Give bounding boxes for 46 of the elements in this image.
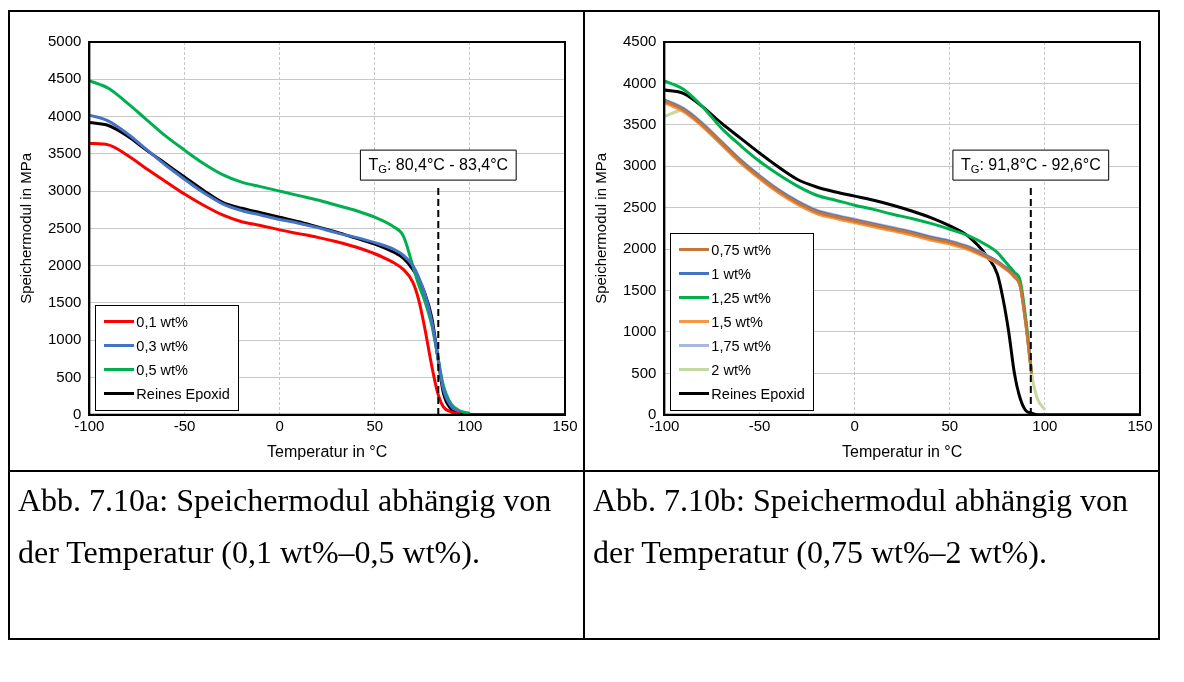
y-tick-label: 1500	[622, 280, 657, 298]
x-axis-title: Temperatur in °C	[842, 442, 963, 460]
y-tick-label: 2000	[622, 239, 657, 257]
y-tick-label: 1500	[47, 293, 82, 311]
x-tick-label: -50	[748, 416, 771, 434]
y-tick-label: 4500	[622, 32, 657, 50]
x-tick-label: 150	[552, 416, 578, 434]
y-tick-label: 3000	[622, 156, 657, 174]
legend-label: Reines Epoxid	[136, 385, 230, 402]
x-axis-title: Temperatur in °C	[267, 442, 388, 460]
y-tick-label: 1000	[622, 322, 657, 340]
y-tick-label: 2000	[47, 255, 82, 273]
legend-label: 0,1 wt%	[136, 313, 188, 330]
x-tick-label: 150	[1127, 416, 1153, 434]
y-tick-label: 500	[631, 363, 657, 381]
legend-label: 1,5 wt%	[711, 313, 763, 330]
y-tick-label: 4500	[47, 69, 82, 87]
y-tick-label: 3000	[47, 181, 82, 199]
y-tick-label: 5000	[47, 32, 82, 50]
legend-label: Reines Epoxid	[711, 385, 805, 402]
y-axis-title: Speichermodul in MPa	[592, 152, 610, 304]
y-tick-label: 4000	[622, 73, 657, 91]
y-tick-label: 3500	[47, 143, 82, 161]
y-axis-title: Speichermodul in MPa	[17, 152, 35, 304]
legend-label: 2 wt%	[711, 361, 751, 378]
y-tick-label: 2500	[47, 218, 82, 236]
x-tick-label: 50	[366, 416, 384, 434]
legend-label: 0,5 wt%	[136, 361, 188, 378]
legend-label: 1,25 wt%	[711, 289, 772, 306]
legend-label: 0,3 wt%	[136, 337, 188, 354]
legend-label: 0,75 wt%	[711, 241, 772, 258]
caption: Abb. 7.10b: Speichermodul abhängig von der Temperatur (0,75 wt%–2 wt%).	[585, 472, 1156, 638]
x-tick-label: -50	[173, 416, 196, 434]
x-tick-label: 50	[941, 416, 959, 434]
y-tick-label: 2500	[622, 197, 657, 215]
y-tick-label: 500	[56, 367, 82, 385]
y-tick-label: 1000	[47, 330, 82, 348]
y-tick-label: 3500	[622, 114, 657, 132]
legend-label: 1 wt%	[711, 265, 751, 282]
x-tick-label: 100	[1032, 416, 1058, 434]
caption: Abb. 7.10a: Speichermodul abhängig von der Temperatur (0,1 wt%–0,5 wt%).	[10, 472, 581, 638]
y-tick-label: 4000	[47, 106, 82, 124]
x-tick-label: 100	[457, 416, 483, 434]
legend-label: 1,75 wt%	[711, 337, 772, 354]
x-tick-label: 0	[275, 416, 284, 434]
x-tick-label: 0	[850, 416, 859, 434]
